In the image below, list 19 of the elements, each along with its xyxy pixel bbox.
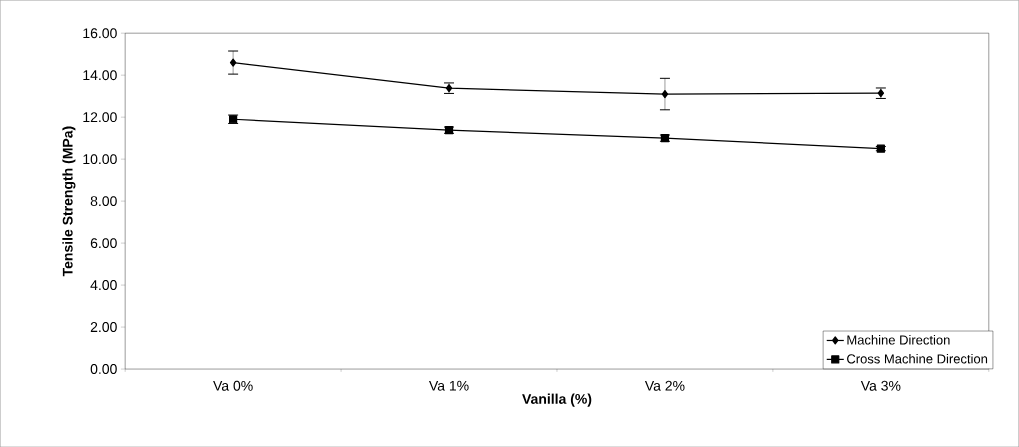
x-tick-label: Va 2% [644,380,685,391]
legend-label: Cross Machine Direction [847,353,988,364]
y-tick-label: 12.00 [83,112,117,122]
y-tick-label: 6.00 [90,238,117,248]
x-axis-title: Vanilla (%) [522,393,592,407]
x-tick-label: Va 1% [428,380,469,391]
y-tick-label: 14.00 [83,70,117,81]
y-tick-label: 0.00 [90,363,117,374]
point [229,58,237,67]
y-tick-label: 16.00 [83,28,117,39]
y-tick-label: 4.00 [90,280,117,290]
y-tick-label: 8.00 [90,196,117,206]
legend-label: Machine Direction [847,334,950,345]
x-tick-label: Va 0% [213,380,253,391]
y-tick-label: 10.00 [83,154,117,164]
x-tick-label: Va 3% [860,380,901,391]
point [661,89,669,99]
y-axis-title: Tensile Strength (MPa) [62,126,76,277]
y-tick-label: 2.00 [90,321,117,332]
